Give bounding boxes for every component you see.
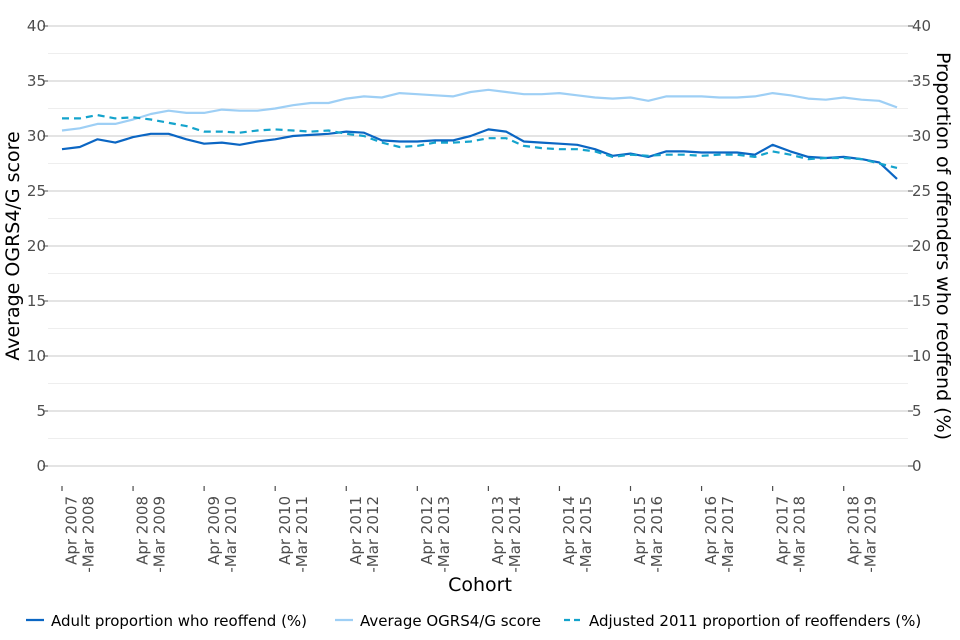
x-tick-label: Apr 2010 -Mar 2011 (276, 496, 311, 573)
x-tick-label-line: -Mar 2008 (80, 496, 98, 573)
y-left-tick-label: 5 (36, 402, 46, 420)
y-right-tick-label: 35 (912, 72, 931, 90)
x-tick-label-line: -Mar 2009 (151, 496, 169, 573)
x-tick-label-line: Apr 2015 (631, 496, 649, 565)
y-axis-left-tick-labels: 0 5 10 15 20 25 30 35 40 (27, 17, 46, 475)
y-right-tick-label: 40 (912, 17, 931, 35)
x-axis-ticks (61, 486, 845, 491)
series-line-3 (62, 113, 898, 169)
y-left-tick-label: 0 (36, 457, 46, 475)
y-left-tick-label: 25 (27, 182, 46, 200)
y-left-tick-label: 10 (27, 347, 46, 365)
x-tick-label: Apr 2013 -Mar 2014 (489, 496, 524, 573)
y-axis-left-title: Average OGRS4/G score (2, 131, 24, 360)
series-lines (61, 88, 898, 180)
legend-label-2: Average OGRS4/G score (360, 612, 541, 630)
legend-label-3: Adjusted 2011 proportion of reoffenders … (589, 612, 921, 630)
x-tick-label-line: Apr 2011 (347, 496, 365, 565)
x-tick-label: Apr 2008 -Mar 2009 (134, 496, 169, 573)
y-axis-right-title: Proportion of offenders who reoffend (%) (932, 52, 954, 440)
major-grid (43, 25, 913, 467)
x-tick-label: Apr 2014 -Mar 2015 (560, 496, 595, 573)
y-right-tick-label: 15 (912, 292, 931, 310)
x-tick-label: Apr 2015 -Mar 2016 (631, 496, 666, 573)
x-tick-label-line: -Mar 2014 (506, 496, 524, 573)
x-tick-label-line: -Mar 2012 (364, 496, 382, 573)
x-axis-tick-labels: Apr 2007 -Mar 2008 Apr 2008 -Mar 2009 Apr 20… (63, 496, 880, 573)
x-tick-label-line: Apr 2009 (205, 496, 223, 565)
x-tick-label-line: -Mar 2017 (719, 496, 737, 573)
y-left-tick-label: 15 (27, 292, 46, 310)
y-right-tick-label: 5 (912, 402, 922, 420)
x-tick-label-line: -Mar 2010 (222, 496, 240, 573)
legend: Adult proportion who reoffend (%) Average… (26, 612, 921, 630)
x-tick-label: Apr 2012 -Mar 2013 (418, 496, 453, 573)
x-tick-label-line: -Mar 2015 (577, 496, 595, 573)
x-tick-label-line: -Mar 2016 (648, 496, 666, 573)
x-tick-label-line: Apr 2007 (63, 496, 81, 565)
legend-label-1: Adult proportion who reoffend (%) (51, 612, 307, 630)
y-right-tick-label: 10 (912, 347, 931, 365)
x-tick-label: Apr 2011 -Mar 2012 (347, 496, 382, 573)
x-tick-label-line: -Mar 2011 (293, 496, 311, 573)
x-tick-label: Apr 2016 -Mar 2017 (702, 496, 737, 573)
y-left-tick-label: 20 (27, 237, 46, 255)
x-tick-label: Apr 2007 -Mar 2008 (63, 496, 98, 573)
x-tick-label-line: -Mar 2018 (790, 496, 808, 573)
y-right-tick-label: 25 (912, 182, 931, 200)
x-tick-label-line: -Mar 2019 (861, 496, 879, 573)
y-right-tick-label: 20 (912, 237, 931, 255)
x-tick-label-line: Apr 2017 (773, 496, 791, 565)
x-tick-label-line: Apr 2016 (702, 496, 720, 565)
y-left-tick-label: 40 (27, 17, 46, 35)
x-tick-label: Apr 2009 -Mar 2010 (205, 496, 240, 573)
y-right-tick-label: 30 (912, 127, 931, 145)
y-axis-right-tick-labels: 0 5 10 15 20 25 30 35 40 (912, 17, 931, 475)
x-tick-label-line: Apr 2018 (844, 496, 862, 565)
x-axis-title: Cohort (448, 574, 512, 596)
y-left-tick-label: 30 (27, 127, 46, 145)
x-tick-label-line: Apr 2008 (134, 496, 152, 565)
x-tick-label: Apr 2018 -Mar 2019 (844, 496, 879, 573)
y-right-tick-label: 0 (912, 457, 922, 475)
x-tick-label-line: Apr 2013 (489, 496, 507, 565)
series-line-2 (61, 88, 898, 132)
x-tick-label-line: -Mar 2013 (435, 496, 453, 573)
series-line-1 (61, 128, 898, 180)
minor-grid (48, 53, 908, 439)
x-tick-label-line: Apr 2014 (560, 496, 578, 565)
x-tick-label-line: Apr 2010 (276, 496, 294, 565)
y-left-tick-label: 35 (27, 72, 46, 90)
x-tick-label: Apr 2017 -Mar 2018 (773, 496, 808, 573)
x-tick-label-line: Apr 2012 (418, 496, 436, 565)
